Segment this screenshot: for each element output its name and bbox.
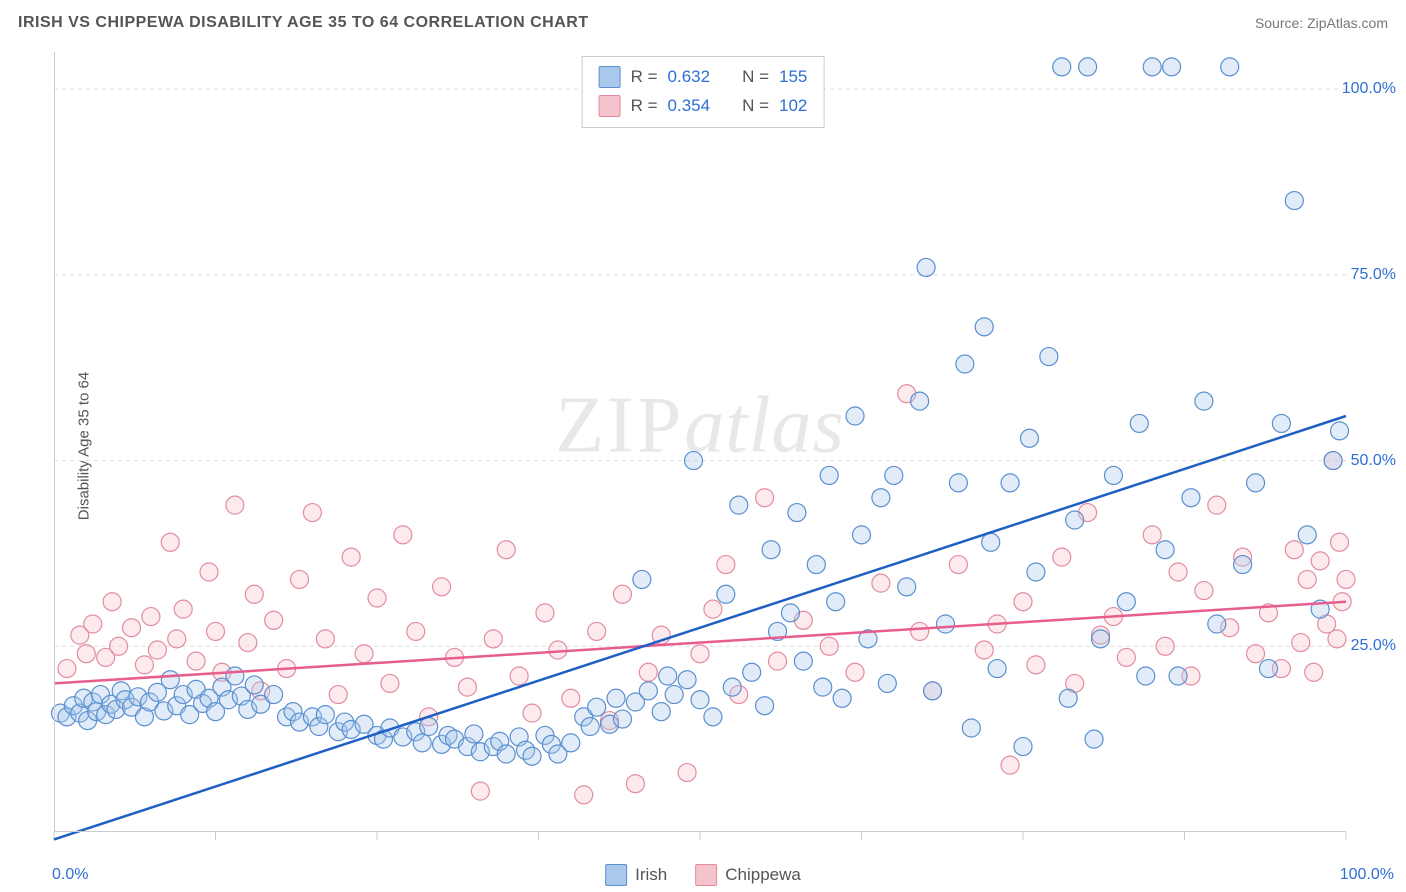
r-value-irish: 0.632	[668, 63, 711, 92]
r-label: R =	[631, 92, 658, 121]
y-tick-label: 25.0%	[1351, 637, 1396, 655]
n-label: N =	[742, 63, 769, 92]
chart-header: IRISH VS CHIPPEWA DISABILITY AGE 35 TO 6…	[0, 0, 1406, 38]
series-legend: Irish Chippewa	[605, 864, 801, 886]
correlation-row-chippewa: R = 0.354 N = 102	[599, 92, 808, 121]
legend-item-chippewa: Chippewa	[695, 864, 801, 886]
correlation-row-irish: R = 0.632 N = 155	[599, 63, 808, 92]
r-label: R =	[631, 63, 658, 92]
source-attribution: Source: ZipAtlas.com	[1255, 15, 1388, 31]
legend-item-irish: Irish	[605, 864, 667, 886]
chart-title: IRISH VS CHIPPEWA DISABILITY AGE 35 TO 6…	[18, 14, 589, 32]
x-tick-min: 0.0%	[52, 866, 88, 884]
swatch-irish	[599, 66, 621, 88]
swatch-chippewa	[599, 95, 621, 117]
y-tick-label: 50.0%	[1351, 452, 1396, 470]
n-label: N =	[742, 92, 769, 121]
n-value-chippewa: 102	[779, 92, 807, 121]
legend-label-irish: Irish	[635, 865, 667, 885]
y-tick-label: 100.0%	[1342, 80, 1396, 98]
legend-label-chippewa: Chippewa	[725, 865, 801, 885]
n-value-irish: 155	[779, 63, 807, 92]
plot-wrapper: ZIPatlas	[54, 52, 1346, 832]
correlation-legend: R = 0.632 N = 155 R = 0.354 N = 102	[582, 56, 825, 128]
r-value-chippewa: 0.354	[668, 92, 711, 121]
plot-border	[54, 52, 1346, 832]
y-tick-label: 75.0%	[1351, 266, 1396, 284]
swatch-chippewa-icon	[695, 864, 717, 886]
swatch-irish-icon	[605, 864, 627, 886]
x-tick-max: 100.0%	[1340, 866, 1394, 884]
